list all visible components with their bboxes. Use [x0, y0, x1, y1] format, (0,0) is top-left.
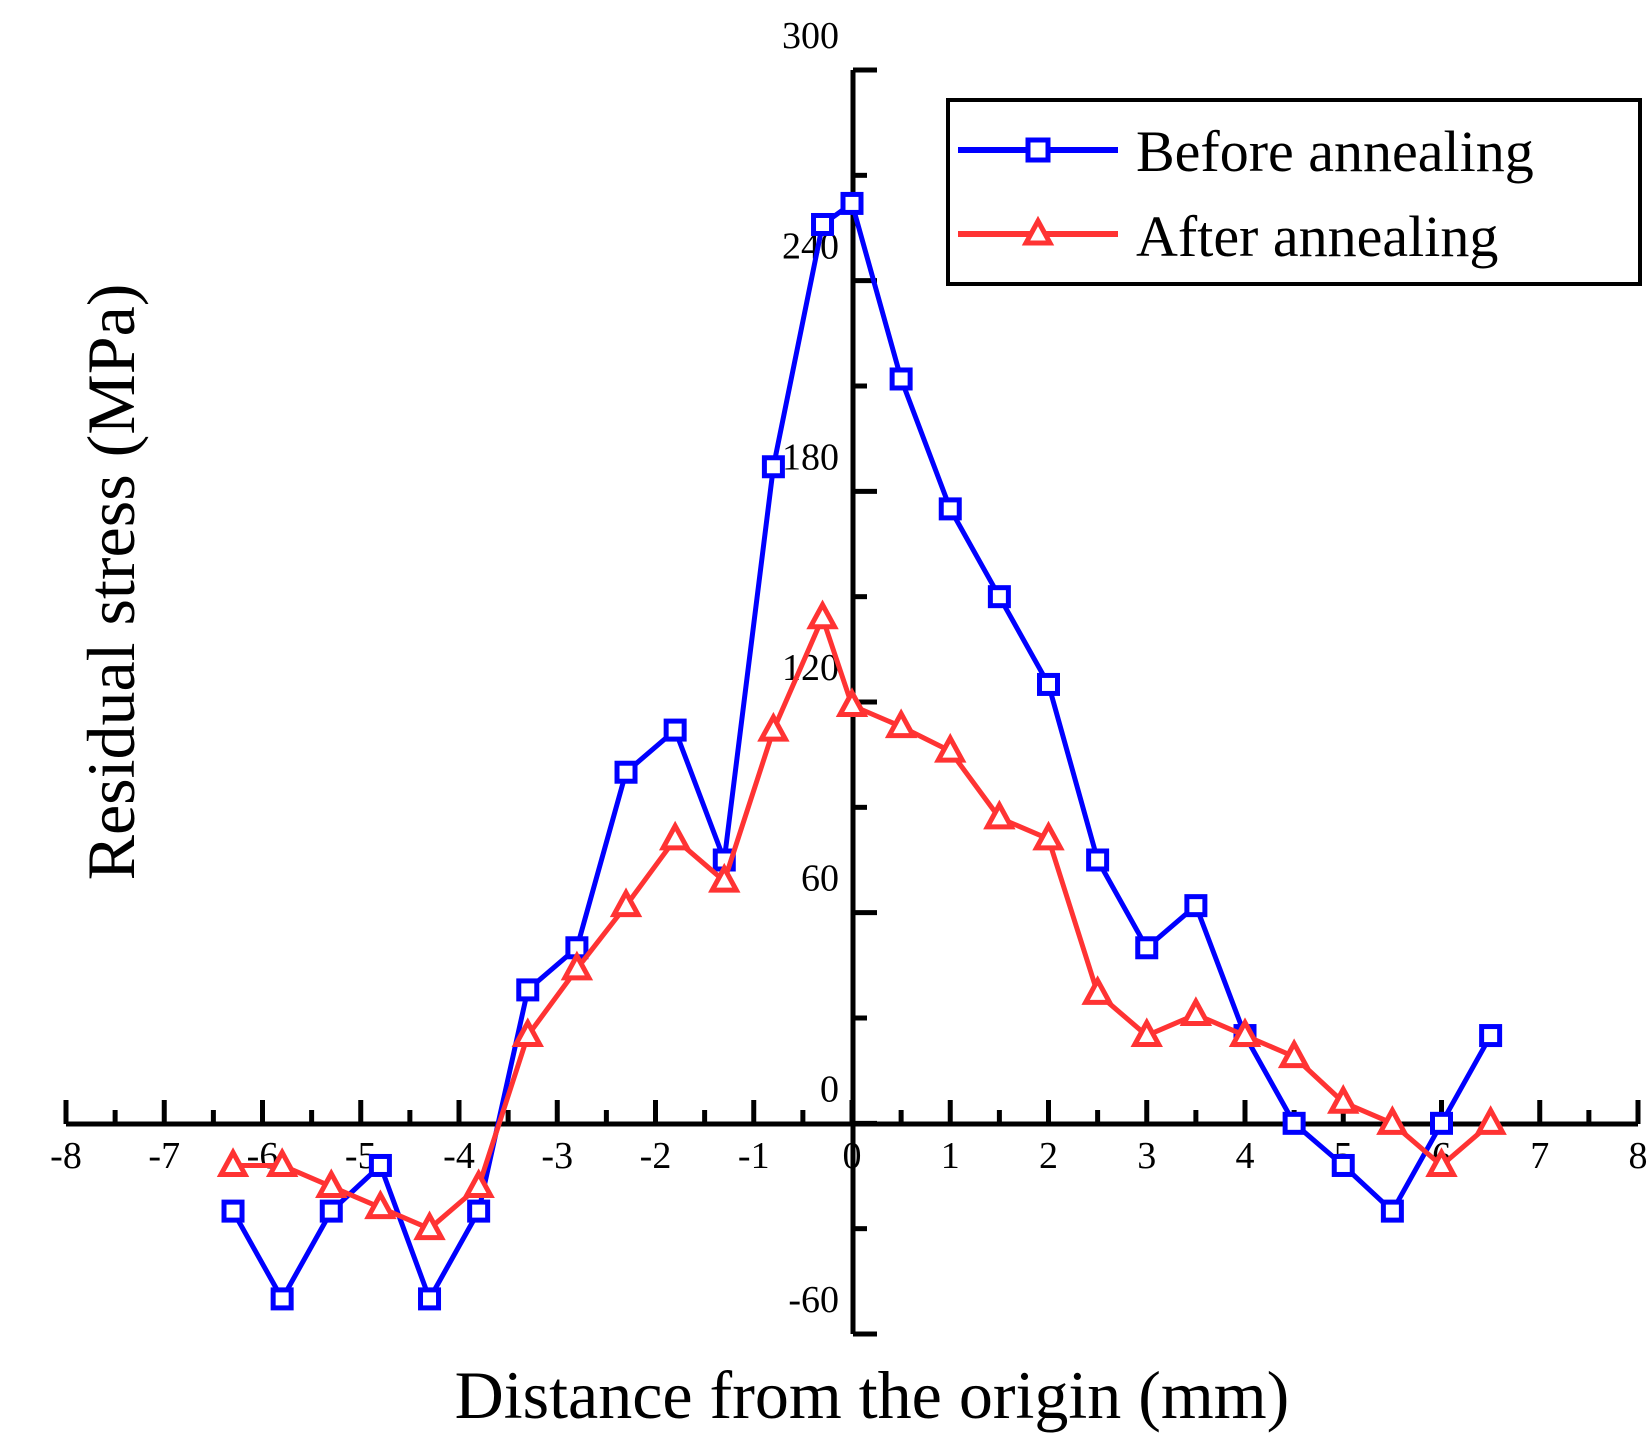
after-annealing-point	[1277, 1038, 1311, 1069]
after-annealing-point	[934, 732, 967, 763]
before-annealing-point	[467, 1199, 491, 1223]
after-annealing-point	[1179, 996, 1213, 1026]
after-annealing-point	[983, 799, 1016, 830]
before-annealing-point	[368, 1153, 392, 1177]
before-annealing-point	[270, 1287, 294, 1311]
x-tick-label: -2	[640, 1135, 672, 1177]
before-annealing-point	[1135, 936, 1159, 960]
after-annealing-point	[1376, 1105, 1409, 1135]
x-tick-label: -3	[541, 1135, 573, 1177]
y-tick-label: 120	[782, 647, 839, 689]
legend-before-marker	[1025, 137, 1051, 163]
y-tick-label: -60	[788, 1279, 839, 1321]
after-annealing-point	[364, 1189, 397, 1220]
after-annealing-point	[884, 708, 918, 739]
y-tick-label: 180	[782, 436, 839, 478]
x-tick-label: 8	[1629, 1135, 1648, 1177]
y-tick-label: 60	[801, 858, 839, 900]
after-annealing-point	[1130, 1017, 1163, 1048]
after-annealing-point	[315, 1168, 348, 1199]
after-annealing-point	[757, 711, 790, 742]
before-annealing-point	[516, 978, 540, 1002]
before-annealing-point	[319, 1199, 343, 1223]
before-annealing-point	[221, 1199, 245, 1223]
legend-box	[946, 98, 1642, 286]
legend-before-label: Before annealing	[1136, 119, 1534, 184]
before-annealing-point	[663, 718, 687, 742]
x-axis-title: Distance from the origin (mm)	[455, 1357, 1290, 1433]
after-annealing-point	[708, 862, 741, 893]
before-annealing-point	[1430, 1111, 1453, 1135]
before-annealing-point	[938, 497, 962, 521]
after-annealing-point	[1228, 1017, 1262, 1048]
before-annealing-point	[1184, 894, 1208, 918]
y-axis-title: Residual stress (MPa)	[73, 284, 149, 881]
before-annealing-point	[614, 760, 638, 784]
x-tick-label: 0	[843, 1135, 862, 1177]
after-annealing-point	[1425, 1147, 1458, 1177]
after-annealing-point	[835, 687, 869, 718]
before-annealing-point	[1479, 1024, 1503, 1048]
legend-after-marker	[1021, 215, 1055, 246]
after-annealing-point	[1032, 820, 1065, 851]
after-annealing-point	[265, 1147, 299, 1177]
y-tick-label: 300	[782, 15, 839, 57]
after-annealing-point	[658, 820, 692, 851]
legend-after-label: After annealing	[1136, 204, 1498, 269]
before-annealing-point	[1331, 1153, 1355, 1177]
x-tick-label: 1	[941, 1135, 960, 1177]
series-layer	[216, 191, 1507, 1311]
after-annealing-point	[511, 1017, 544, 1048]
x-tick-label: -7	[148, 1135, 180, 1177]
before-annealing-point	[1282, 1111, 1306, 1135]
after-annealing-point	[1081, 975, 1114, 1005]
before-annealing-point	[1380, 1199, 1404, 1223]
after-annealing-point	[462, 1168, 495, 1199]
after-annealing-point	[216, 1147, 250, 1177]
before-annealing-point	[761, 455, 785, 479]
y-tick-label: 0	[820, 1068, 839, 1110]
after-annealing-point	[1474, 1105, 1507, 1135]
before-annealing-point	[1086, 848, 1110, 872]
after-annealing-point	[609, 887, 643, 918]
after-annealing-point	[560, 950, 594, 981]
legend: Before annealing After annealing	[946, 98, 1642, 286]
x-tick-label: -8	[50, 1135, 82, 1177]
before-annealing-point	[889, 367, 913, 391]
x-tick-label: 4	[1236, 1135, 1255, 1177]
before-annealing-point	[840, 191, 864, 215]
after-annealing-point	[806, 599, 839, 630]
after-annealing-point	[1327, 1084, 1360, 1114]
after-annealing-point	[413, 1210, 446, 1241]
x-axis: -8-7-6-5-4-3-2-1012345678	[50, 1100, 1648, 1177]
before-annealing-point	[811, 212, 835, 236]
x-tick-label: -4	[443, 1135, 475, 1177]
before-annealing-point	[418, 1287, 442, 1311]
x-tick-label: 3	[1137, 1135, 1156, 1177]
x-tick-label: -1	[738, 1135, 770, 1177]
x-tick-label: 2	[1039, 1135, 1058, 1177]
before-annealing-point	[987, 585, 1011, 609]
before-annealing-point	[1037, 672, 1060, 696]
x-tick-label: 7	[1530, 1135, 1549, 1177]
